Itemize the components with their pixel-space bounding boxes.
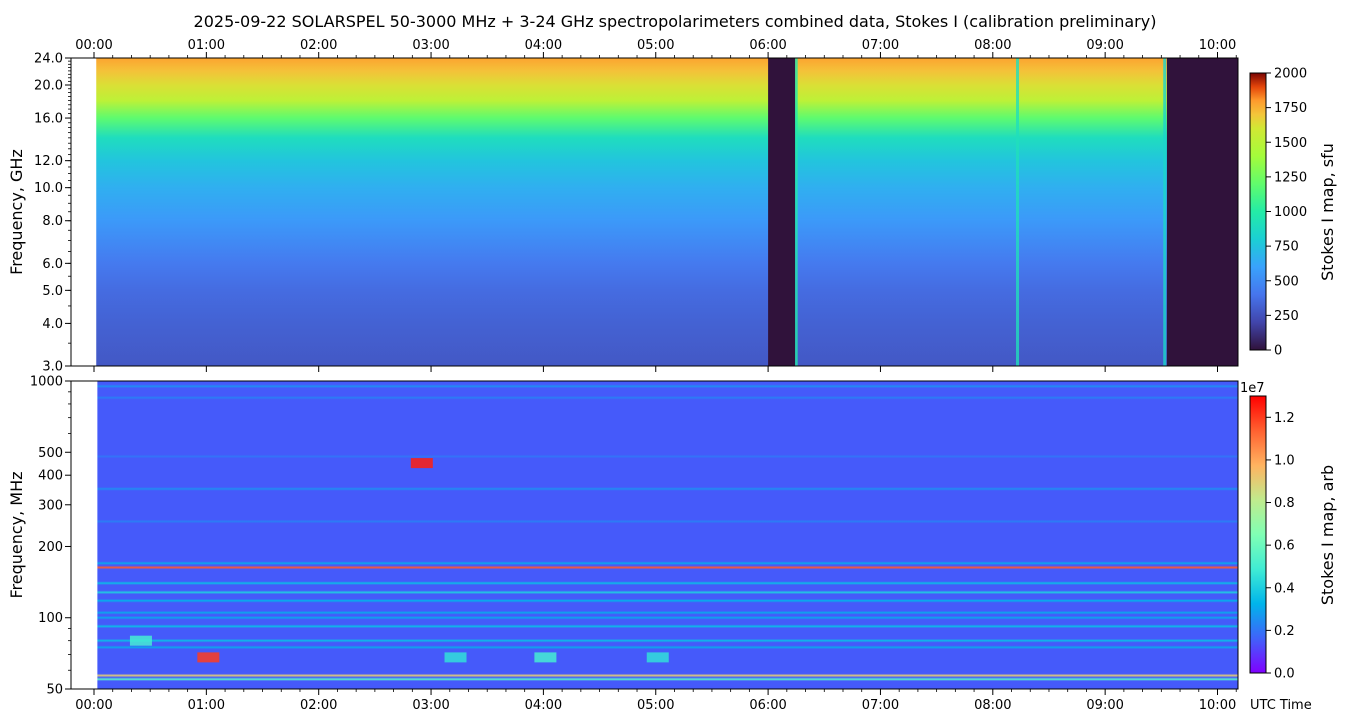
- top-cbar-tick-label-8: 2000: [1274, 67, 1307, 82]
- top-narrow-feature-2: [1163, 58, 1167, 366]
- bottom-ytick-label-1: 100: [38, 611, 63, 626]
- top-xtick-label-10: 10:00: [1199, 38, 1236, 53]
- top-spectrogram-panel: 3.0 4.0 5.0 6.0 8.0 10.0 12.0 16.0 20.0 24.0 00:0…: [7, 38, 1239, 375]
- top-xtick-label-3: 03:00: [412, 38, 449, 53]
- bottom-xtick-label-5: 05:00: [637, 698, 674, 713]
- bottom-cbar-tick-label-5: 1.0: [1274, 453, 1295, 468]
- bottom-burst-3: [444, 652, 467, 663]
- top-ytick-label-2: 5.0: [42, 284, 63, 299]
- top-cbar-tick-label-0: 0: [1274, 344, 1282, 359]
- bottom-cbar-tick-label-4: 0.8: [1274, 496, 1295, 511]
- bottom-xtick-label-8: 08:00: [974, 698, 1011, 713]
- top-colorbar-label: Stokes I map, sfu: [1318, 143, 1337, 281]
- x-axis-label: UTC Time: [1250, 698, 1312, 713]
- bottom-xtick-label-7: 07:00: [862, 698, 899, 713]
- bottom-burst-2: [129, 635, 152, 646]
- top-cbar-tick-label-3: 750: [1274, 240, 1299, 255]
- top-cbar-tick-label-1: 250: [1274, 309, 1299, 324]
- top-y-axis-label: Frequency, GHz: [7, 149, 26, 275]
- top-ytick-label-6: 12.0: [34, 154, 63, 169]
- top-colorbar: 0 250 500 750 1000 1250 1500 1750 2000 Stokes I …: [1249, 67, 1337, 359]
- top-xtick-label-8: 08:00: [974, 38, 1011, 53]
- bottom-ytick-label-2: 200: [38, 540, 63, 555]
- bottom-colorbar: 0.0 0.2 0.4 0.6 0.8 1.0 1.2 1e7 Stokes I map, …: [1240, 381, 1337, 682]
- top-ytick-label-5: 10.0: [34, 181, 63, 196]
- bottom-burst-4: [534, 652, 557, 663]
- top-data-gap-1: [1166, 58, 1238, 366]
- top-cbar-tick-label-7: 1750: [1274, 101, 1307, 116]
- bottom-xtick-label-3: 03:00: [412, 698, 449, 713]
- bottom-xtick-label-6: 06:00: [749, 698, 786, 713]
- top-xtick-label-4: 04:00: [525, 38, 562, 53]
- top-ytick-label-1: 4.0: [42, 317, 63, 332]
- bottom-xtick-label-9: 09:00: [1086, 698, 1123, 713]
- top-xtick-label-6: 06:00: [749, 38, 786, 53]
- bottom-xtick-label-4: 04:00: [525, 698, 562, 713]
- bottom-ytick-label-0: 50: [46, 683, 63, 698]
- bottom-cbar-tick-label-6: 1.2: [1274, 411, 1295, 426]
- top-cbar-tick-label-2: 500: [1274, 274, 1299, 289]
- bottom-cbar-tick-label-1: 0.2: [1274, 624, 1295, 639]
- top-xtick-label-9: 09:00: [1086, 38, 1123, 53]
- top-xtick-label-1: 01:00: [188, 38, 225, 53]
- top-xtick-label-0: 00:00: [75, 38, 112, 53]
- bottom-spectrogram-panel: 50 100 200 300 400 500 1000 00:00 01:00 02:00 03:…: [7, 375, 1312, 714]
- bottom-y-axis-label: Frequency, MHz: [7, 471, 26, 598]
- bottom-burst-0: [197, 652, 220, 663]
- bottom-xtick-label-10: 10:00: [1199, 698, 1236, 713]
- top-cbar-tick-label-6: 1500: [1274, 136, 1307, 151]
- top-ytick-label-0: 3.0: [42, 360, 63, 375]
- bottom-colorbar-label: Stokes I map, arb: [1318, 465, 1337, 605]
- top-ytick-label-3: 6.0: [42, 257, 63, 272]
- top-cbar-tick-label-4: 1000: [1274, 205, 1307, 220]
- top-cbar-tick-label-5: 1250: [1274, 170, 1307, 185]
- top-xtick-label-5: 05:00: [637, 38, 674, 53]
- top-ytick-label-8: 20.0: [34, 79, 63, 94]
- bottom-cbar-tick-label-0: 0.0: [1274, 667, 1295, 682]
- bottom-ytick-label-5: 500: [38, 446, 63, 461]
- bottom-cbar-tick-label-2: 0.4: [1274, 581, 1295, 596]
- top-ytick-label-4: 8.0: [42, 214, 63, 229]
- bottom-ytick-label-3: 300: [38, 498, 63, 513]
- bottom-ytick-label-4: 400: [38, 469, 63, 484]
- bottom-plot-frame: [70, 380, 1239, 690]
- bottom-burst-1: [410, 458, 433, 469]
- bottom-ytick-label-6: 1000: [30, 375, 63, 390]
- top-narrow-feature-1: [794, 58, 798, 366]
- bottom-heatmap: [97, 381, 1239, 689]
- bottom-xtick-label-0: 00:00: [75, 698, 112, 713]
- top-heatmap: [96, 58, 1239, 366]
- top-ytick-label-7: 16.0: [34, 112, 63, 127]
- bottom-cbar-tick-label-3: 0.6: [1274, 539, 1295, 554]
- bottom-xtick-label-2: 02:00: [300, 698, 337, 713]
- bottom-colorbar-offset: 1e7: [1240, 381, 1265, 396]
- top-xtick-label-2: 02:00: [300, 38, 337, 53]
- top-narrow-feature-0: [1016, 58, 1020, 366]
- bottom-burst-5: [646, 652, 669, 663]
- bottom-colorbar-gradient: [1249, 395, 1267, 674]
- bottom-xtick-label-1: 01:00: [188, 698, 225, 713]
- top-ytick-label-9: 24.0: [34, 52, 63, 67]
- top-xtick-label-7: 07:00: [862, 38, 899, 53]
- chart-title: 2025-09-22 SOLARSPEL 50-3000 MHz + 3-24 …: [194, 12, 1157, 31]
- top-colorbar-gradient: [1249, 72, 1267, 351]
- top-data-gap-0: [768, 58, 796, 366]
